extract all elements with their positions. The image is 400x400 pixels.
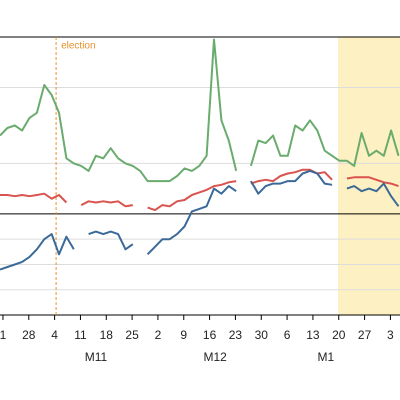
- series-line: [0, 38, 400, 183]
- month-label: M1: [317, 350, 334, 364]
- x-tick-label: 11: [74, 328, 87, 342]
- annotation-label: election: [61, 41, 95, 52]
- x-tick-label: 2: [155, 328, 162, 342]
- plot-area: [0, 37, 400, 315]
- x-tick-label: 16: [203, 328, 217, 342]
- x-tick-label: 25: [125, 328, 139, 342]
- x-tick-label: 20: [332, 328, 346, 342]
- x-tick-label: 3: [387, 328, 394, 342]
- x-tick-label: 13: [306, 328, 320, 342]
- x-tick-label: 1: [0, 328, 7, 342]
- series-line: [0, 169, 400, 271]
- x-tick-label: 6: [284, 328, 291, 342]
- month-label: M12: [203, 350, 227, 364]
- x-tick-label: 27: [358, 328, 372, 342]
- x-tick-label: 30: [255, 328, 269, 342]
- shaded-region: [338, 37, 400, 315]
- x-tick-label: 28: [22, 328, 36, 342]
- x-tick-label: 4: [51, 328, 58, 342]
- x-tick-label: 23: [229, 328, 243, 342]
- series-line: [0, 168, 399, 212]
- month-label: M11: [85, 350, 108, 364]
- x-tick-label: 9: [180, 328, 187, 342]
- x-tick-label: 18: [100, 328, 114, 342]
